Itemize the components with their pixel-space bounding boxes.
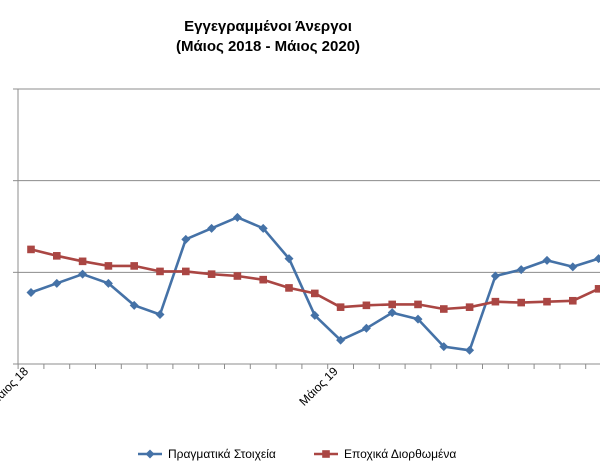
data-point-s2-18 xyxy=(491,297,500,306)
x-tick-label: Μάιος 19 xyxy=(296,364,341,409)
data-point-s2-0 xyxy=(27,245,35,254)
legend-label-1: Πραγματικά Στοιχεία xyxy=(168,447,276,461)
data-point-s1-4 xyxy=(129,300,139,310)
data-point-s2-13 xyxy=(362,301,371,310)
legend-marker-2 xyxy=(322,450,330,458)
chart-title: Εγγεγραμμένοι Άνεργοι xyxy=(184,18,352,35)
data-point-s2-21 xyxy=(569,296,577,305)
data-point-s1-10 xyxy=(284,254,294,264)
data-point-s1-15 xyxy=(413,314,423,324)
data-point-s1-14 xyxy=(387,308,397,318)
data-point-s2-10 xyxy=(285,284,293,292)
data-point-s2-20 xyxy=(543,297,551,306)
chart-subtitle: (Μάιος 2018 - Μάιος 2020) xyxy=(176,38,360,55)
data-point-s2-9 xyxy=(259,275,267,284)
data-point-s1-16 xyxy=(439,342,449,352)
data-point-s1-8 xyxy=(232,212,242,222)
data-point-s2-16 xyxy=(440,305,448,313)
data-point-s2-11 xyxy=(311,289,319,298)
data-point-s2-14 xyxy=(388,300,396,309)
data-point-s1-1 xyxy=(52,278,62,288)
data-point-s1-12 xyxy=(336,335,346,345)
data-point-s1-11 xyxy=(310,310,320,320)
data-point-s1-22 xyxy=(594,254,600,264)
data-point-s2-6 xyxy=(182,267,190,276)
legend-marker-1 xyxy=(145,449,155,459)
data-point-s2-2 xyxy=(78,257,87,266)
data-point-s2-17 xyxy=(465,303,474,311)
data-point-s2-5 xyxy=(156,267,164,276)
x-tick-label: Μάιος 18 xyxy=(0,364,31,409)
data-point-s2-1 xyxy=(53,252,61,260)
legend: Πραγματικά Στοιχεία Εποχικά Διορθωμένα xyxy=(138,447,456,461)
data-point-s1-3 xyxy=(103,278,113,288)
data-point-s1-21 xyxy=(568,262,578,272)
series-line-2 xyxy=(30,248,600,311)
data-point-s1-5 xyxy=(155,310,165,319)
data-point-s1-20 xyxy=(542,255,552,265)
plot-area: Μάιος 18 Μάιος 19 xyxy=(0,88,600,409)
data-point-s2-19 xyxy=(517,298,525,307)
data-point-s2-15 xyxy=(414,300,422,309)
data-point-s2-22 xyxy=(594,285,600,293)
legend-label-2: Εποχικά Διορθωμένα xyxy=(344,447,456,461)
data-point-s1-9 xyxy=(258,223,268,233)
data-point-s2-8 xyxy=(233,272,242,280)
data-point-s1-6 xyxy=(181,234,191,244)
data-point-s2-12 xyxy=(336,303,345,311)
data-point-s1-7 xyxy=(207,223,217,233)
data-point-s2-7 xyxy=(207,270,216,278)
data-point-s1-17 xyxy=(465,345,475,355)
data-point-s1-2 xyxy=(78,269,88,279)
data-point-s1-18 xyxy=(490,271,500,281)
data-point-s2-4 xyxy=(130,262,138,270)
data-point-s1-13 xyxy=(361,323,371,333)
series-line-1 xyxy=(30,216,599,352)
data-point-s1-0 xyxy=(26,288,36,297)
data-point-s1-19 xyxy=(516,265,526,275)
data-point-s2-3 xyxy=(104,262,113,270)
